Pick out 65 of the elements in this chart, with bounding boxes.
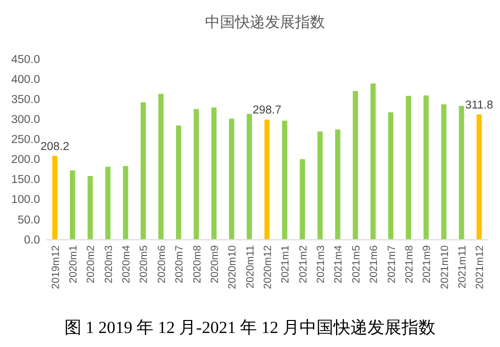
x-tick-label: 2021m4 [332,245,345,284]
y-tick-label: 100.0 [11,194,40,206]
bar [424,95,429,240]
y-tick-label: 150.0 [11,174,40,186]
bar [476,114,482,240]
bar [52,156,58,240]
x-tick-label: 2021m8 [403,245,416,284]
y-tick-label: 400.0 [11,74,40,86]
x-tick-label: 2020m4 [120,245,133,284]
x-tick-label: 2021m11 [456,245,468,288]
y-tick-label: 50.0 [18,214,40,226]
x-tick-label: 2020m1 [68,245,80,284]
x-tick-label: 2020m10 [226,245,239,290]
bar [158,94,164,240]
x-tick-label: 2020m6 [156,245,168,284]
bar [317,132,323,240]
y-tick-label: 0.0 [24,234,40,246]
x-tick-label: 2021m5 [350,245,362,284]
x-tick-label: 2021m1 [280,245,292,284]
x-tick-label: 2021m10 [438,245,451,290]
bar [370,83,376,240]
x-tick-label: 2020m2 [85,245,98,284]
y-tick-label: 200.0 [11,154,40,166]
bar [264,120,270,240]
x-tick-label: 2020m7 [174,245,186,284]
x-tick-label: 2020m12 [262,245,274,290]
bar [388,112,394,240]
x-tick-label: 2020m5 [138,245,150,284]
bar [300,159,305,240]
y-tick-label: 350.0 [11,94,40,106]
bar [352,91,358,240]
bar [246,114,252,240]
bar [122,166,128,240]
x-tick-label: 2021m12 [474,245,486,290]
x-tick-label: 2021m9 [421,245,434,284]
x-tick-label: 2020m8 [191,245,204,284]
data-label: 311.8 [465,99,494,112]
bar [194,109,199,240]
y-tick-label: 250.0 [11,134,40,146]
bar [335,130,340,240]
y-tick-label: 450.0 [11,54,40,66]
x-tick-label: 2020m11 [244,245,256,288]
bar [105,166,110,240]
x-tick-label: 2021m7 [386,245,398,284]
x-tick-label: 2019m12 [50,245,62,290]
bar [229,118,234,240]
bar [211,107,217,240]
bar [176,126,182,240]
bar [70,170,76,240]
x-tick-label: 2020m3 [102,245,115,284]
chart-title: 中国快递发展指数 [205,14,325,31]
bar [282,120,288,240]
data-label: 208.2 [40,140,70,153]
bar [88,176,93,240]
data-label: 298.7 [252,104,282,117]
bar [441,104,446,240]
x-tick-label: 2021m2 [297,245,310,284]
bar [458,106,464,240]
bar [140,102,146,240]
x-tick-label: 2020m9 [208,245,221,284]
caption: 图 1 2019 年 12 月-2021 年 12 月中国快递发展指数 [64,318,436,337]
bar [406,96,412,240]
y-tick-label: 300.0 [11,114,40,126]
x-tick-label: 2021m3 [315,245,328,284]
x-tick-label: 2021m6 [368,245,380,284]
